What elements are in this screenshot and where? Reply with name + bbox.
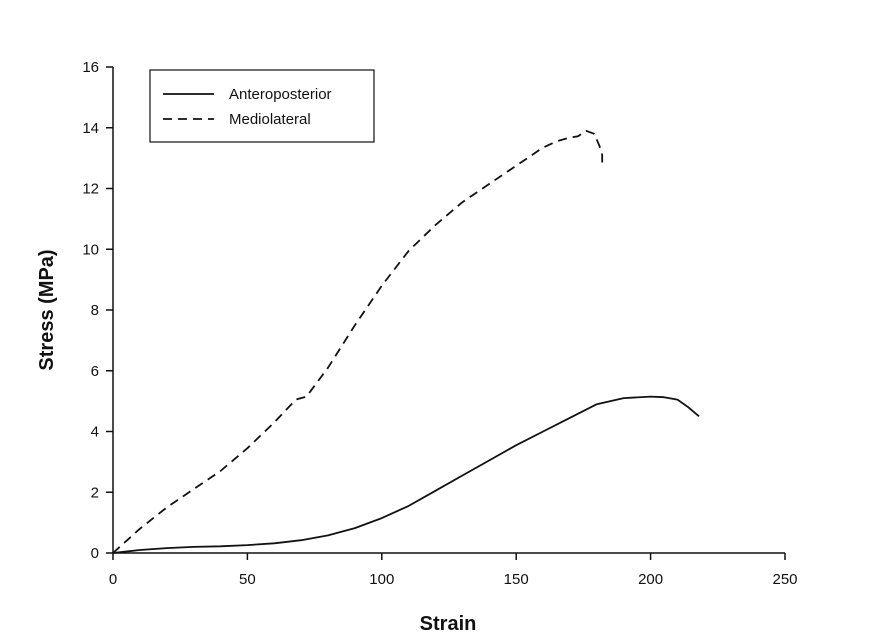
x-tick-label: 100 bbox=[369, 571, 394, 588]
legend-box bbox=[149, 69, 375, 143]
x-axis-title: Strain bbox=[420, 613, 477, 635]
y-tick-label: 4 bbox=[91, 424, 99, 441]
y-axis-title: Stress (MPa) bbox=[36, 249, 58, 370]
y-tick-label: 14 bbox=[82, 120, 99, 137]
legend-label-mediolateral: Mediolateral bbox=[229, 111, 311, 128]
y-tick-label: 2 bbox=[91, 484, 99, 501]
x-tick-label: 0 bbox=[109, 571, 117, 588]
y-tick-label: 0 bbox=[91, 545, 99, 562]
plot-area: 0 50 100 150 200 250 0 2 4 6 8 10 12 14 16 bbox=[82, 59, 797, 588]
x-tick-label: 200 bbox=[638, 571, 663, 588]
y-tick-label: 6 bbox=[91, 363, 99, 380]
x-tick-label: 250 bbox=[772, 571, 797, 588]
y-tick-label: 16 bbox=[82, 59, 99, 76]
x-tick-label: 150 bbox=[504, 571, 529, 588]
y-ticks: 0 2 4 6 8 10 12 14 16 bbox=[82, 59, 113, 562]
x-tick-label: 50 bbox=[239, 571, 256, 588]
legend-label-anteroposterior: Anteroposterior bbox=[229, 86, 332, 103]
x-ticks: 0 50 100 150 200 250 bbox=[109, 553, 798, 588]
series-line-mediolateral bbox=[112, 129, 604, 554]
series-group bbox=[112, 129, 700, 554]
series-line-anteroposterior bbox=[112, 395, 700, 554]
legend: Anteroposterior Mediolateral bbox=[149, 69, 375, 143]
y-tick-label: 10 bbox=[82, 241, 99, 258]
y-tick-label: 8 bbox=[91, 302, 99, 319]
y-tick-label: 12 bbox=[82, 181, 99, 198]
